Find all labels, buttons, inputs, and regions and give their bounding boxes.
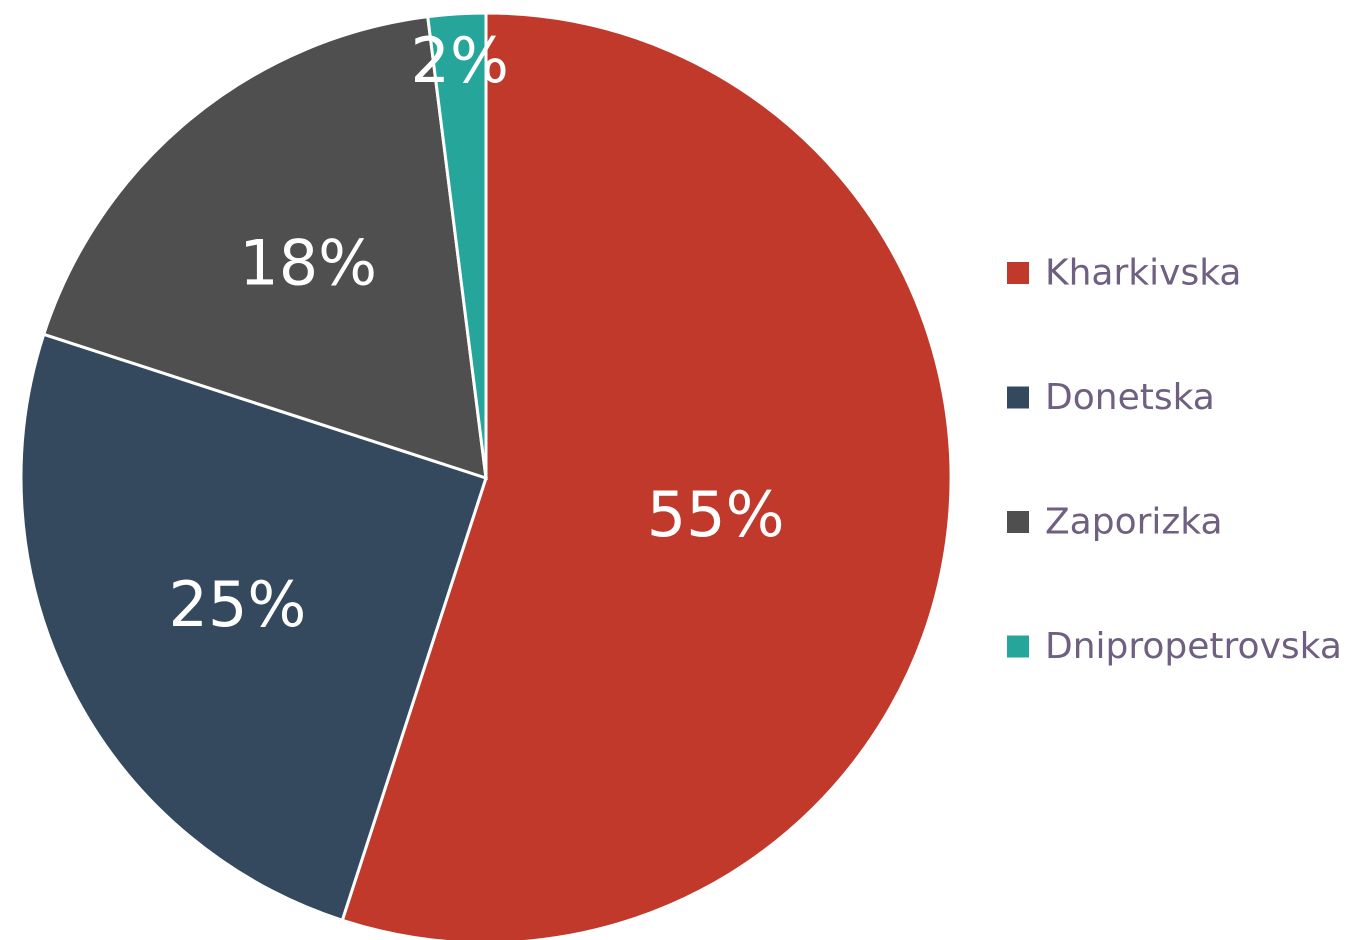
legend-swatch [1007, 386, 1029, 409]
legend-swatch [1007, 635, 1029, 658]
pie-slice [41, 14, 488, 481]
pie-slice [426, 11, 488, 479]
legend-swatch [1007, 262, 1029, 284]
pie-slice [19, 332, 488, 923]
legend-label: Donetska [1045, 377, 1215, 418]
legend-swatch [1007, 511, 1029, 533]
pie-slice [340, 11, 953, 940]
legend-label: Dnipropetrovska [1045, 626, 1342, 667]
legend-label: Kharkivska [1045, 253, 1241, 294]
data-label: 55% [647, 478, 785, 551]
data-label: 2% [411, 24, 509, 97]
data-label: 25% [169, 568, 307, 641]
data-label: 18% [239, 227, 377, 300]
legend-label: Zaporizka [1045, 502, 1223, 543]
